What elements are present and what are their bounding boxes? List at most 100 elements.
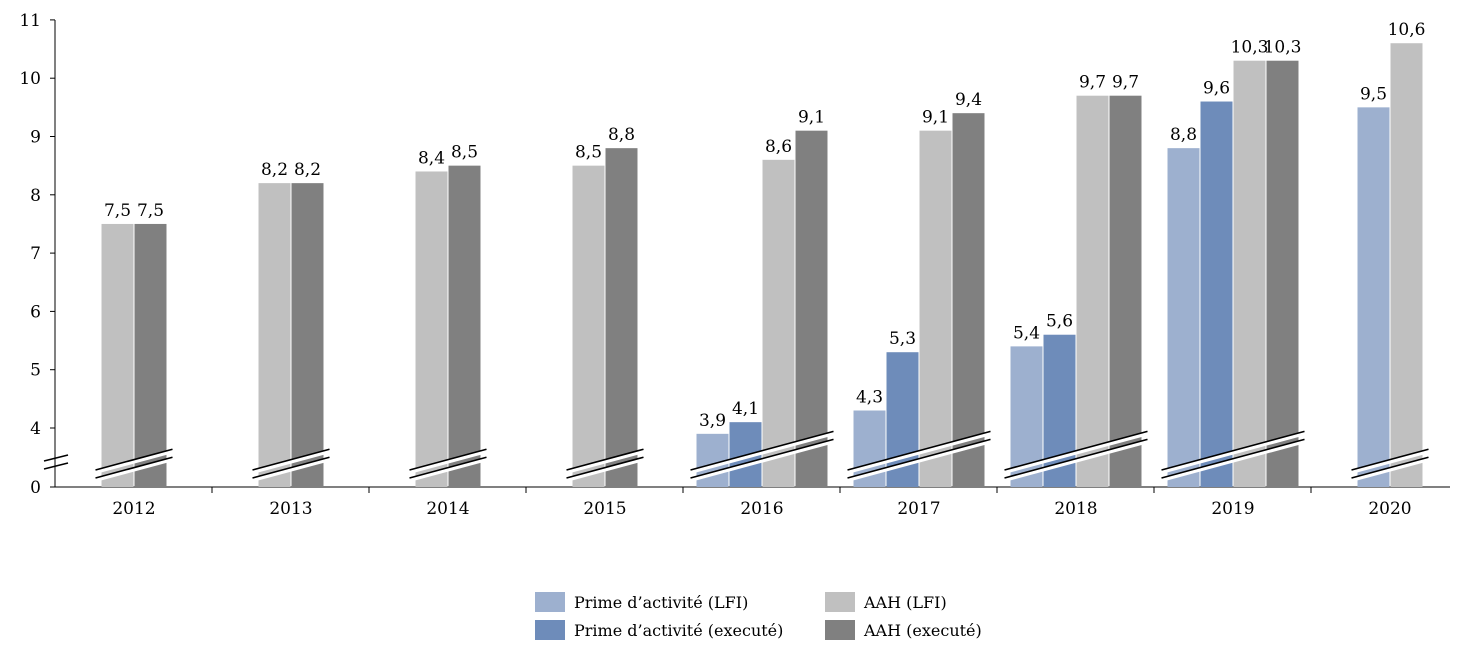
bar (1390, 43, 1423, 487)
bar-break-gap (1004, 431, 1148, 474)
data-label: 9,5 (1360, 84, 1387, 104)
bar (1357, 107, 1390, 487)
data-label: 4,3 (856, 388, 883, 408)
legend-swatch-prime-execute (535, 620, 565, 640)
bar-break-mark (566, 448, 644, 471)
data-label: 10,6 (1388, 20, 1426, 40)
bar-break-mark (409, 456, 487, 479)
data-label: 8,2 (294, 160, 321, 180)
legend-label-aah-lfi: AAH (LFI) (864, 592, 947, 612)
y-tick-label: 4 (30, 419, 41, 439)
data-label: 9,1 (922, 108, 949, 128)
bar-break-mark (1004, 430, 1148, 471)
bar-break-gap (1161, 439, 1305, 482)
bar-break-gap (1004, 439, 1148, 482)
data-label: 4,1 (732, 399, 759, 419)
bar (795, 130, 828, 488)
legend-item-aah-lfi: AAH (LFI) (825, 592, 1025, 612)
bar (919, 130, 952, 488)
bar-break-gap (1161, 431, 1305, 474)
bar (572, 165, 605, 487)
x-tick-label: 2012 (112, 499, 155, 519)
legend: Prime d’activité (LFI) AAH (LFI) Prime d… (535, 592, 1025, 640)
data-label: 5,6 (1046, 312, 1073, 332)
bar (134, 223, 167, 487)
bar-break-gap (690, 439, 834, 482)
bar-break-gap (409, 457, 487, 482)
bar-break-gap (847, 439, 991, 482)
bar-break-gap (690, 431, 834, 474)
x-tick-label: 2017 (897, 499, 940, 519)
bar-break-mark (566, 456, 644, 479)
y-tick-label: 10 (19, 69, 41, 89)
bar-break-mark (690, 430, 834, 471)
data-label: 9,6 (1203, 79, 1230, 99)
data-label: 3,9 (699, 411, 726, 431)
bar-break-mark (252, 456, 330, 479)
bar (1109, 95, 1142, 487)
bar (448, 165, 481, 487)
y-tick-label: 7 (30, 244, 41, 264)
data-label: 8,8 (608, 125, 635, 145)
data-label: 10,3 (1264, 38, 1302, 58)
data-label: 9,7 (1079, 73, 1106, 93)
x-tick-label: 2020 (1368, 499, 1411, 519)
x-tick-label: 2019 (1211, 499, 1254, 519)
bar (101, 223, 134, 487)
bar (1266, 60, 1299, 488)
bar-break-mark (1161, 430, 1305, 471)
bar-break-mark (847, 438, 991, 479)
bar-break-gap (95, 457, 173, 482)
data-label: 7,5 (137, 201, 164, 221)
bar-break-mark (1351, 456, 1429, 479)
y-tick-label: 9 (30, 128, 41, 148)
bar-break-mark (1161, 438, 1305, 479)
bar-break-gap (95, 449, 173, 474)
x-tick-label: 2014 (426, 499, 469, 519)
y-tick-label: 5 (30, 361, 41, 381)
legend-swatch-aah-lfi (825, 592, 855, 612)
bar-break-mark (95, 448, 173, 471)
data-label: 8,5 (575, 143, 602, 163)
bar (415, 171, 448, 488)
bar-break-gap (566, 457, 644, 482)
legend-item-prime-lfi: Prime d’activité (LFI) (535, 592, 825, 612)
bar-break-gap (252, 449, 330, 474)
data-label: 10,3 (1231, 38, 1269, 58)
data-label: 8,2 (261, 160, 288, 180)
bar-break-mark (690, 438, 834, 479)
data-label: 9,4 (955, 90, 982, 110)
bar (1233, 60, 1266, 488)
data-label: 9,1 (798, 108, 825, 128)
y-tick-label: 8 (30, 186, 41, 206)
y-axis-break-mark (43, 454, 69, 462)
bar-break-mark (95, 456, 173, 479)
data-label: 9,7 (1112, 73, 1139, 93)
bar (762, 159, 795, 487)
bar (258, 183, 291, 487)
data-label: 8,8 (1170, 125, 1197, 145)
bar-break-gap (566, 449, 644, 474)
x-tick-label: 2018 (1054, 499, 1097, 519)
legend-swatch-aah-execute (825, 620, 855, 640)
bar (291, 183, 324, 487)
bar (1076, 95, 1109, 487)
y-tick-label: 0 (30, 478, 41, 498)
bar (1200, 101, 1233, 488)
y-tick-label: 6 (30, 302, 41, 322)
legend-label-prime-lfi: Prime d’activité (LFI) (574, 592, 749, 612)
bar (605, 148, 638, 487)
bar-break-mark (409, 448, 487, 471)
x-tick-label: 2016 (740, 499, 783, 519)
data-label: 8,6 (765, 137, 792, 157)
bar-break-gap (409, 449, 487, 474)
bar-break-mark (252, 448, 330, 471)
bar (1167, 148, 1200, 487)
bar-break-mark (1004, 438, 1148, 479)
bar-break-gap (1351, 457, 1429, 482)
data-label: 7,5 (104, 201, 131, 221)
bar-break-gap (847, 431, 991, 474)
y-axis-break-mark (43, 462, 69, 470)
